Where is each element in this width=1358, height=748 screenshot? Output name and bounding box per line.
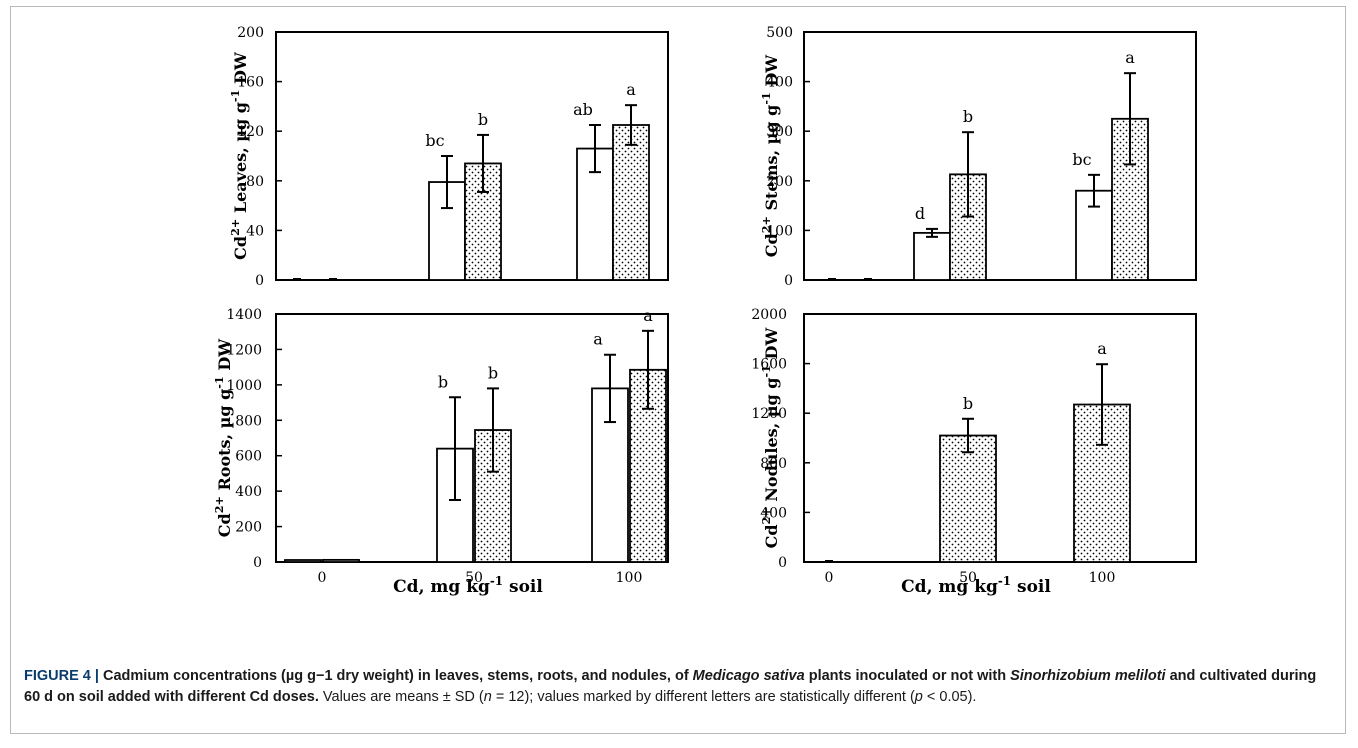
y-axis-title: Cd2+ Nodules, µg g-1 DW [759,327,781,549]
caption-title-3: and cultivated during 60 d on soil added… [24,668,1317,705]
significance-letter: a [643,306,653,325]
y-tick-label: 200 [235,520,262,536]
plot-frame [803,31,1197,281]
y-tick-label: 1000 [226,378,262,394]
bar-inoculated [939,434,997,563]
y-axis-title: Cd2+ Roots, µg g-1 DW [212,338,234,537]
caption-title-2: plants inoculated or not with [804,668,1011,684]
significance-letter: ab [573,100,593,119]
caption-text-1: Values are means ± SD ( [318,689,484,705]
bar-inoculated [464,162,502,281]
x-tick-label: 0 [825,570,834,586]
significance-letter: b [488,363,498,382]
caption-label: FIGURE 4 | [24,668,103,684]
significance-letter: bc [425,131,444,150]
significance-letter: a [1125,48,1135,67]
y-tick-label: 1200 [751,406,787,422]
caption-species-2: Sinorhizobium meliloti [1010,668,1166,684]
y-tick-label: 0 [253,555,262,571]
y-tick-label: 0 [784,273,793,289]
y-tick-label: 400 [235,484,262,500]
y-tick-label: 500 [766,25,793,41]
y-tick-label: 80 [246,174,264,190]
y-tick-label: 2000 [751,307,787,323]
significance-letter: a [626,80,636,99]
y-tick-label: 120 [237,124,264,140]
y-tick-label: 800 [235,413,262,429]
caption-p: p [914,689,923,705]
significance-letter: d [915,204,925,223]
bar-inoculated [322,558,360,563]
caption-title-1: Cadmium concentrations (µg g−1 dry weigh… [103,668,693,684]
bar-inoculated [612,124,650,281]
significance-letter: b [478,110,488,129]
significance-letter: b [963,394,973,413]
y-tick-label: 400 [760,505,787,521]
y-tick-label: 300 [766,124,793,140]
caption-text-3: < 0.05). [922,689,977,705]
y-tick-label: 200 [237,25,264,41]
caption-species-1: Medicago sativa [692,668,805,684]
figure-frame [10,6,1346,734]
x-tick-label: 100 [1089,570,1116,586]
x-tick-label: 0 [318,570,327,586]
chart-nodules: 0 400 800 1200 1600 2000 Cd2+ Nodules, µg g-1 … [751,307,1197,586]
significance-letter: a [593,330,603,349]
bar-control [428,181,466,281]
bar-inoculated [1111,117,1149,281]
x-axis-title-right: Cd, mg kg-1 soil [901,574,1051,597]
figure-caption: FIGURE 4 | Cadmium concentrations (µg g−… [24,666,1334,708]
bar-control [284,559,322,563]
plot-frame [803,313,1197,563]
y-tick-label: 0 [778,555,787,571]
caption-n: n [483,689,492,705]
bar-control [913,231,951,281]
y-tick-label: 0 [255,273,264,289]
y-tick-label: 1400 [226,307,262,323]
x-tick-label: 100 [616,570,643,586]
y-tick-label: 1600 [751,357,787,373]
y-axis-title: Cd2+ Leaves, µg g-1 DW [228,51,250,260]
y-tick-label: 40 [246,223,264,239]
significance-letter: b [963,107,973,126]
y-tick-label: 600 [235,449,262,465]
y-tick-label: 200 [766,174,793,190]
y-tick-label: 1200 [226,342,262,358]
caption-text-2: = 12); values marked by different letter… [491,689,915,705]
x-tick-label: 50 [465,570,483,586]
y-tick-label: 400 [766,75,793,91]
x-axis-title-left: Cd, mg kg-1 soil [393,574,543,597]
y-axis-title: Cd2+ Stems, µg g-1 DW [759,54,781,257]
chart-stems: 0 100 200 300 400 500 Cd2+ Stems, µg g-1 DW d bc… [759,25,1197,289]
x-tick-label: 50 [959,570,977,586]
significance-letter: b [438,372,448,391]
y-tick-label: 800 [760,456,787,472]
significance-letter: a [1097,339,1107,358]
y-tick-label: 160 [237,75,264,91]
significance-letter: bc [1072,150,1091,169]
y-tick-label: 100 [766,223,793,239]
